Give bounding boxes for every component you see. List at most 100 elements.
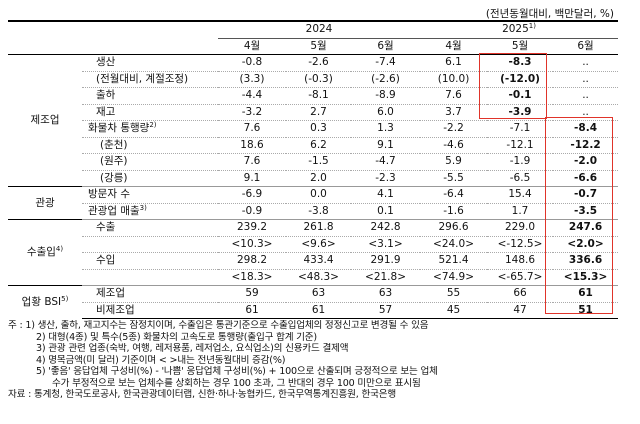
cell: <48.3>: [286, 268, 351, 286]
row-label: (춘천): [82, 136, 218, 154]
cell: 61: [286, 301, 351, 319]
table-row: 관광업 매출3) -0.9 -3.8 0.1 -1.6 1.7 -3.5: [8, 202, 619, 220]
cell: -8.9: [351, 87, 421, 104]
cell: -2.2: [420, 120, 488, 137]
cell: -0.7: [553, 186, 619, 203]
table-row: 화물차 통행량2) 7.6 0.3 1.3 -2.2 -7.1 -8.4: [8, 120, 619, 137]
row-label: 관광업 매출3): [82, 202, 218, 220]
cell: <21.8>: [351, 268, 421, 286]
cell: 47: [487, 301, 554, 319]
year-2025: 20251): [420, 20, 619, 39]
table-row: (춘천) 18.6 6.2 9.1 -4.6 -12.1 -12.2: [8, 136, 619, 154]
cell: 4.1: [351, 186, 421, 203]
cell: -3.2: [218, 103, 286, 121]
cell: <-65.7>: [487, 268, 554, 286]
cell: ..: [553, 87, 619, 104]
cell: 1.7: [487, 202, 554, 220]
table-row: 업황 BSI5) 제조업 59 63 63 55 66 61: [8, 285, 619, 319]
cell: 6.1: [445, 56, 462, 69]
cell: -4.7: [351, 153, 421, 170]
year-2024: 2024: [218, 20, 421, 39]
cell: 15.4: [487, 186, 554, 203]
cell: -8.3: [508, 56, 532, 69]
row-label: 출하: [82, 87, 218, 104]
cell: 1.3: [351, 120, 421, 137]
cell: -5.5: [420, 169, 488, 187]
cell: ..: [553, 103, 619, 121]
cell: 63: [351, 285, 421, 302]
cell: -0.8: [241, 56, 263, 69]
cell: 18.6: [218, 136, 286, 154]
category-trade: 수출입4): [8, 219, 82, 286]
table-row: 제조업 생산 -0.8 -2.6 -7.4 6.1 -8.3 ..: [8, 55, 618, 126]
cell: 148.6: [487, 252, 554, 269]
cell: <-12.5>: [487, 235, 554, 253]
cell: -6.6: [553, 169, 619, 187]
category-bsi: 업황 BSI5): [8, 285, 82, 319]
cell: <15.3>: [553, 268, 619, 286]
cell: 2.0: [286, 169, 351, 187]
table-row: 수입 298.2 433.4 291.9 521.4 148.6 336.6: [8, 252, 619, 269]
cell: -3.5: [553, 202, 619, 220]
footnotes: 주 : 1) 생산, 출하, 재고지수는 잠정치이며, 수출입은 통관기준으로 …: [8, 320, 632, 401]
cell: 521.4: [420, 252, 488, 269]
cell: -8.4: [553, 120, 619, 137]
cell: 63: [286, 285, 351, 302]
cell: -12.1: [487, 136, 554, 154]
cell: -1.5: [286, 153, 351, 170]
category-tourism: 관광: [8, 186, 82, 220]
cell: -6.5: [487, 169, 554, 187]
table-row: 비제조업 61 61 57 45 47 51: [8, 301, 619, 319]
month-header: 4월: [218, 38, 286, 55]
month-header: 5월: [487, 38, 554, 55]
year-header-row: 2024 20251): [8, 20, 619, 39]
cell: (10.0): [420, 70, 488, 88]
row-label: 수입: [82, 252, 218, 269]
cell: (3.3): [218, 70, 286, 88]
cell: <74.9>: [420, 268, 488, 286]
cell: -0.9: [218, 202, 286, 220]
cell: 296.6: [420, 219, 488, 236]
cell: 66: [487, 285, 554, 302]
footnote: 4) 명목금액(미 달러) 기준이며 < >내는 전년동월대비 증감(%): [36, 354, 286, 366]
cell: 7.6: [218, 120, 286, 137]
cell: -6.4: [420, 186, 488, 203]
footnote: 3) 관광 관련 업종(숙박, 여행, 레저용품, 레저업소, 요식업소)의 신…: [36, 343, 349, 354]
cell: (-12.0): [487, 70, 554, 88]
table-row: <10.3> <9.6> <3.1> <24.0> <-12.5> <2.0>: [8, 235, 619, 253]
unit-caption: (전년동월대비, 백만달러, %): [485, 8, 614, 20]
cell: 5.9: [420, 153, 488, 170]
row-label: (전월대비, 계절조정): [82, 70, 218, 88]
month-header: 6월: [553, 38, 619, 55]
cell: ..: [582, 56, 589, 69]
cell: 61: [553, 285, 619, 302]
month-header: 4월: [420, 38, 488, 55]
row-label: 방문자 수: [82, 186, 218, 203]
cell: 7.6: [218, 153, 286, 170]
cell: (-2.6): [351, 70, 421, 88]
cell: 6.0: [351, 103, 421, 121]
cell: 59: [218, 285, 286, 302]
cell: 55: [420, 285, 488, 302]
cell: 0.1: [351, 202, 421, 220]
cell: <10.3>: [218, 235, 286, 253]
table-row: (강릉) 9.1 2.0 -2.3 -5.5 -6.5 -6.6: [8, 169, 619, 187]
row-label: 화물차 통행량2): [82, 120, 218, 137]
table-row: 관광 방문자 수 -6.9 0.0 4.1 -6.4 15.4 -0.7: [8, 186, 619, 220]
cell: 336.6: [553, 252, 619, 269]
cell: 7.6: [420, 87, 488, 104]
cell: -1.6: [420, 202, 488, 220]
month-header: 6월: [351, 38, 421, 55]
cell: <3.1>: [351, 235, 421, 253]
cell: -4.6: [420, 136, 488, 154]
row-label: [82, 268, 218, 286]
cell: ..: [553, 70, 619, 88]
cell: 9.1: [351, 136, 421, 154]
row-label: 수출: [82, 219, 218, 236]
table-row: 수출입4) 수출 239.2 261.8 242.8 296.6 229.0 2…: [8, 219, 619, 286]
cell: -2.6: [308, 56, 329, 69]
row-label: (강릉): [82, 169, 218, 187]
cell: 298.2: [218, 252, 286, 269]
cell: 433.4: [286, 252, 351, 269]
table-row: (원주) 7.6 -1.5 -4.7 5.9 -1.9 -2.0: [8, 153, 619, 170]
